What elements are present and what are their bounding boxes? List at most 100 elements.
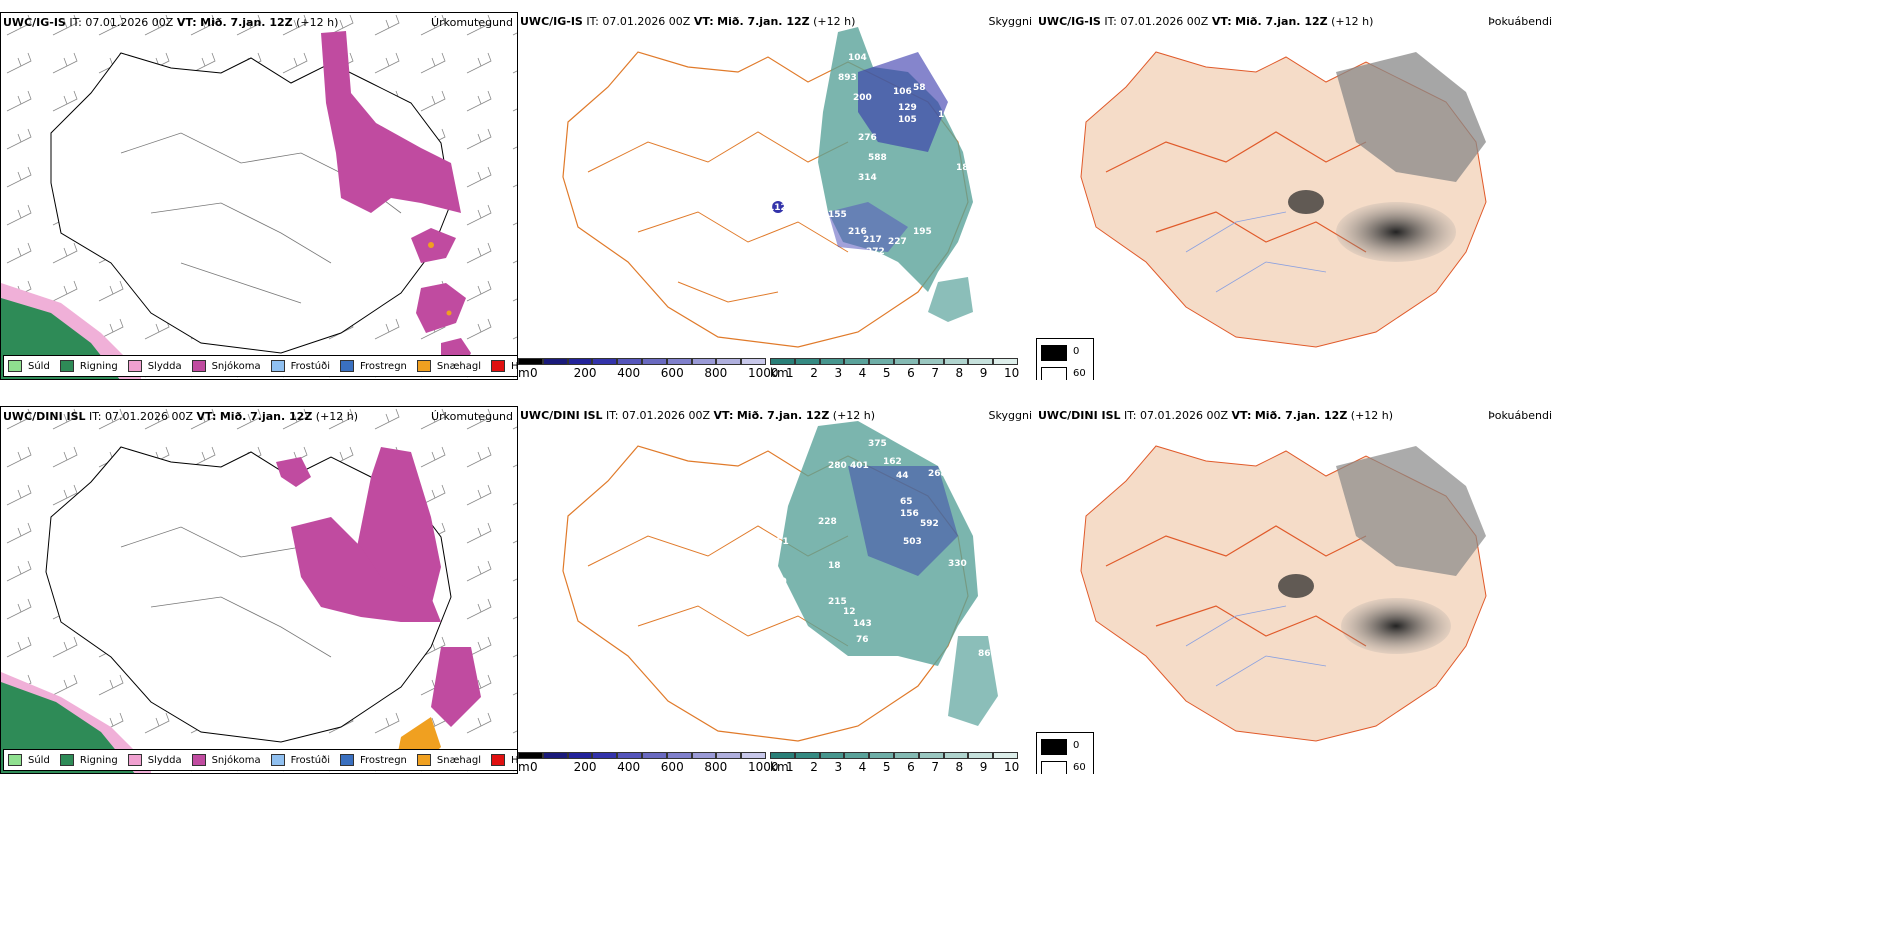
fog-legend-low-label: 60 bbox=[1073, 762, 1086, 773]
legend-item: Haglél bbox=[491, 754, 517, 766]
colorbar-tick-label: 400 bbox=[617, 760, 641, 774]
visibility-colorbar-row1: km 1 2 3 4 5 6 7 8 9 10 bbox=[770, 358, 1036, 380]
legend-label: Haglél bbox=[511, 360, 518, 372]
legend-label: Súld bbox=[28, 754, 50, 766]
ceiling-value-label: 65 bbox=[900, 497, 913, 507]
legend-item: Slydda bbox=[127, 360, 182, 372]
colorbar-tick-label: 200 bbox=[573, 760, 597, 774]
colorbar-tick-label: 400 bbox=[617, 366, 641, 380]
legend-label: Slydda bbox=[147, 754, 182, 766]
ceiling-value-label: 860 bbox=[978, 649, 997, 659]
colorbar-tick-label: 1000 bbox=[748, 366, 779, 380]
precip-map-row2 bbox=[1, 407, 517, 773]
fog-legend-low-swatch bbox=[1041, 761, 1067, 774]
colorbar-tick-label: 600 bbox=[660, 366, 684, 380]
colorbar-tick-label: 10 bbox=[1004, 760, 1020, 774]
colorbar-segment bbox=[567, 358, 593, 365]
panel-title-sky: Skyggni bbox=[988, 409, 1032, 422]
ceiling-value-label: 893 bbox=[838, 73, 857, 83]
ceiling-value-label: 44 bbox=[896, 471, 909, 481]
colorbar-segment bbox=[617, 752, 642, 759]
legend-item: Súld bbox=[8, 360, 50, 372]
colorbar-tick-label: 10 bbox=[1004, 366, 1020, 380]
colorbar-unit: km bbox=[770, 760, 789, 774]
legend-swatch bbox=[127, 360, 142, 372]
colorbar-segment bbox=[617, 358, 642, 365]
colorbar-segment bbox=[968, 358, 994, 365]
ceiling-value-label: 155 bbox=[828, 210, 847, 220]
ceiling-value-label: 272 bbox=[866, 247, 885, 257]
panel-title-fog: Þokuábendi bbox=[1488, 15, 1552, 28]
ceiling-value-label: 314 bbox=[858, 173, 877, 183]
colorbar-tick-label: 1 bbox=[786, 760, 794, 774]
colorbar-unit: m bbox=[518, 366, 530, 380]
ceiling-value-label: 330 bbox=[948, 559, 967, 569]
ceiling-value-label: 100 bbox=[938, 110, 957, 120]
fog-legend-high-swatch bbox=[1041, 345, 1067, 361]
colorbar-segment bbox=[770, 752, 795, 759]
colorbar-segment bbox=[943, 358, 969, 365]
colorbar-segment bbox=[666, 752, 692, 759]
fog-legend-high-label: 0 bbox=[1073, 346, 1080, 357]
ceiling-value-label: 156 bbox=[900, 509, 919, 519]
fog-legend-low-label: 60 bbox=[1073, 368, 1086, 379]
colorbar-segment bbox=[794, 752, 820, 759]
colorbar-segment bbox=[691, 752, 717, 759]
colorbar-tick-label: 200 bbox=[573, 366, 597, 380]
panel-title-precip: Úrkomutegund bbox=[431, 16, 513, 29]
legend-item: Frostúði bbox=[270, 360, 330, 372]
ceiling-value-label: 195 bbox=[913, 227, 932, 237]
colorbar-tick-label: 2 bbox=[810, 366, 818, 380]
ceiling-value-label: 268 bbox=[928, 469, 947, 479]
colorbar-tick-label: 1000 bbox=[748, 760, 779, 774]
legend-label: Snjókoma bbox=[211, 754, 261, 766]
legend-item: Rigning bbox=[59, 360, 118, 372]
fog-legend-row1: 0 60 bbox=[1036, 338, 1094, 380]
colorbar-segment bbox=[518, 358, 543, 365]
legend-item: Snæhagl bbox=[416, 360, 481, 372]
colorbar-segment bbox=[770, 358, 795, 365]
ceiling-value-label: 401 bbox=[850, 461, 869, 471]
ceiling-map-row1: 104 893 200 106 129 105 58 100 276 588 180 314 112 15… bbox=[562, 27, 975, 348]
colorbar-tick-label: 3 bbox=[834, 760, 843, 774]
colorbar-segment bbox=[741, 358, 766, 365]
ceiling-value-label: 375 bbox=[868, 439, 887, 449]
fog-legend-high-swatch bbox=[1041, 739, 1067, 755]
ceiling-value-label: 180 bbox=[956, 163, 975, 173]
panel-header: UWC/IG-IS IT: 07.01.2026 00Z VT: Mið. 7.… bbox=[520, 15, 856, 28]
legend-swatch bbox=[491, 360, 506, 372]
ceiling-colorbar-row1: m 0 200 400 600 800 1000 bbox=[518, 358, 786, 380]
colorbar-segment bbox=[592, 752, 618, 759]
colorbar-tick-label: 0 bbox=[530, 366, 538, 380]
legend-item: Snæhagl bbox=[416, 754, 481, 766]
fog-legend-low-swatch bbox=[1041, 367, 1067, 380]
colorbar-tick-label: 4 bbox=[858, 760, 867, 774]
colorbar-unit: km bbox=[770, 366, 789, 380]
panel-title-precip: Úrkomutegund bbox=[431, 410, 513, 423]
legend-item: Súld bbox=[8, 754, 50, 766]
fog-panel-row1: Þokuábendi 0 60 bbox=[1036, 12, 1556, 380]
ceiling-value-label: 106 bbox=[893, 87, 912, 97]
colorbar-segment bbox=[542, 752, 568, 759]
legend-swatch bbox=[416, 754, 431, 766]
panel-header: UWC/IG-IS IT: 07.01.2026 00Z VT: Mið. 7.… bbox=[1038, 15, 1374, 28]
colorbar-segment bbox=[993, 752, 1018, 759]
fog-legend-high-label: 0 bbox=[1073, 740, 1080, 751]
legend-swatch bbox=[491, 754, 506, 766]
cloud-ceiling-panel-row2: 375 162 280 401 44 268 65 156 592 68 228 851 503 330 1… bbox=[518, 406, 1036, 774]
ceiling-value-label: 280 bbox=[828, 461, 847, 471]
ceiling-value-label: 503 bbox=[903, 537, 922, 547]
ceiling-value-label: 18 bbox=[828, 561, 841, 571]
precip-type-panel-row1: UWC/IG-IS IT: 07.01.2026 00Z VT: Mið. 7.… bbox=[0, 12, 518, 380]
ceiling-value-label: 216 bbox=[848, 227, 867, 237]
legend-label: Súld bbox=[28, 360, 50, 372]
colorbar-segment bbox=[592, 358, 618, 365]
legend-swatch bbox=[59, 754, 74, 766]
colorbar-tick-label: 800 bbox=[704, 760, 728, 774]
ceiling-value-label: 58 bbox=[913, 83, 926, 93]
fog-map-row2 bbox=[1080, 445, 1487, 742]
ceiling-value-label: 143 bbox=[853, 619, 872, 629]
legend-item: Snjókoma bbox=[191, 754, 261, 766]
colorbar-tick-label: 6 bbox=[907, 366, 915, 380]
legend-item: Rigning bbox=[59, 754, 118, 766]
